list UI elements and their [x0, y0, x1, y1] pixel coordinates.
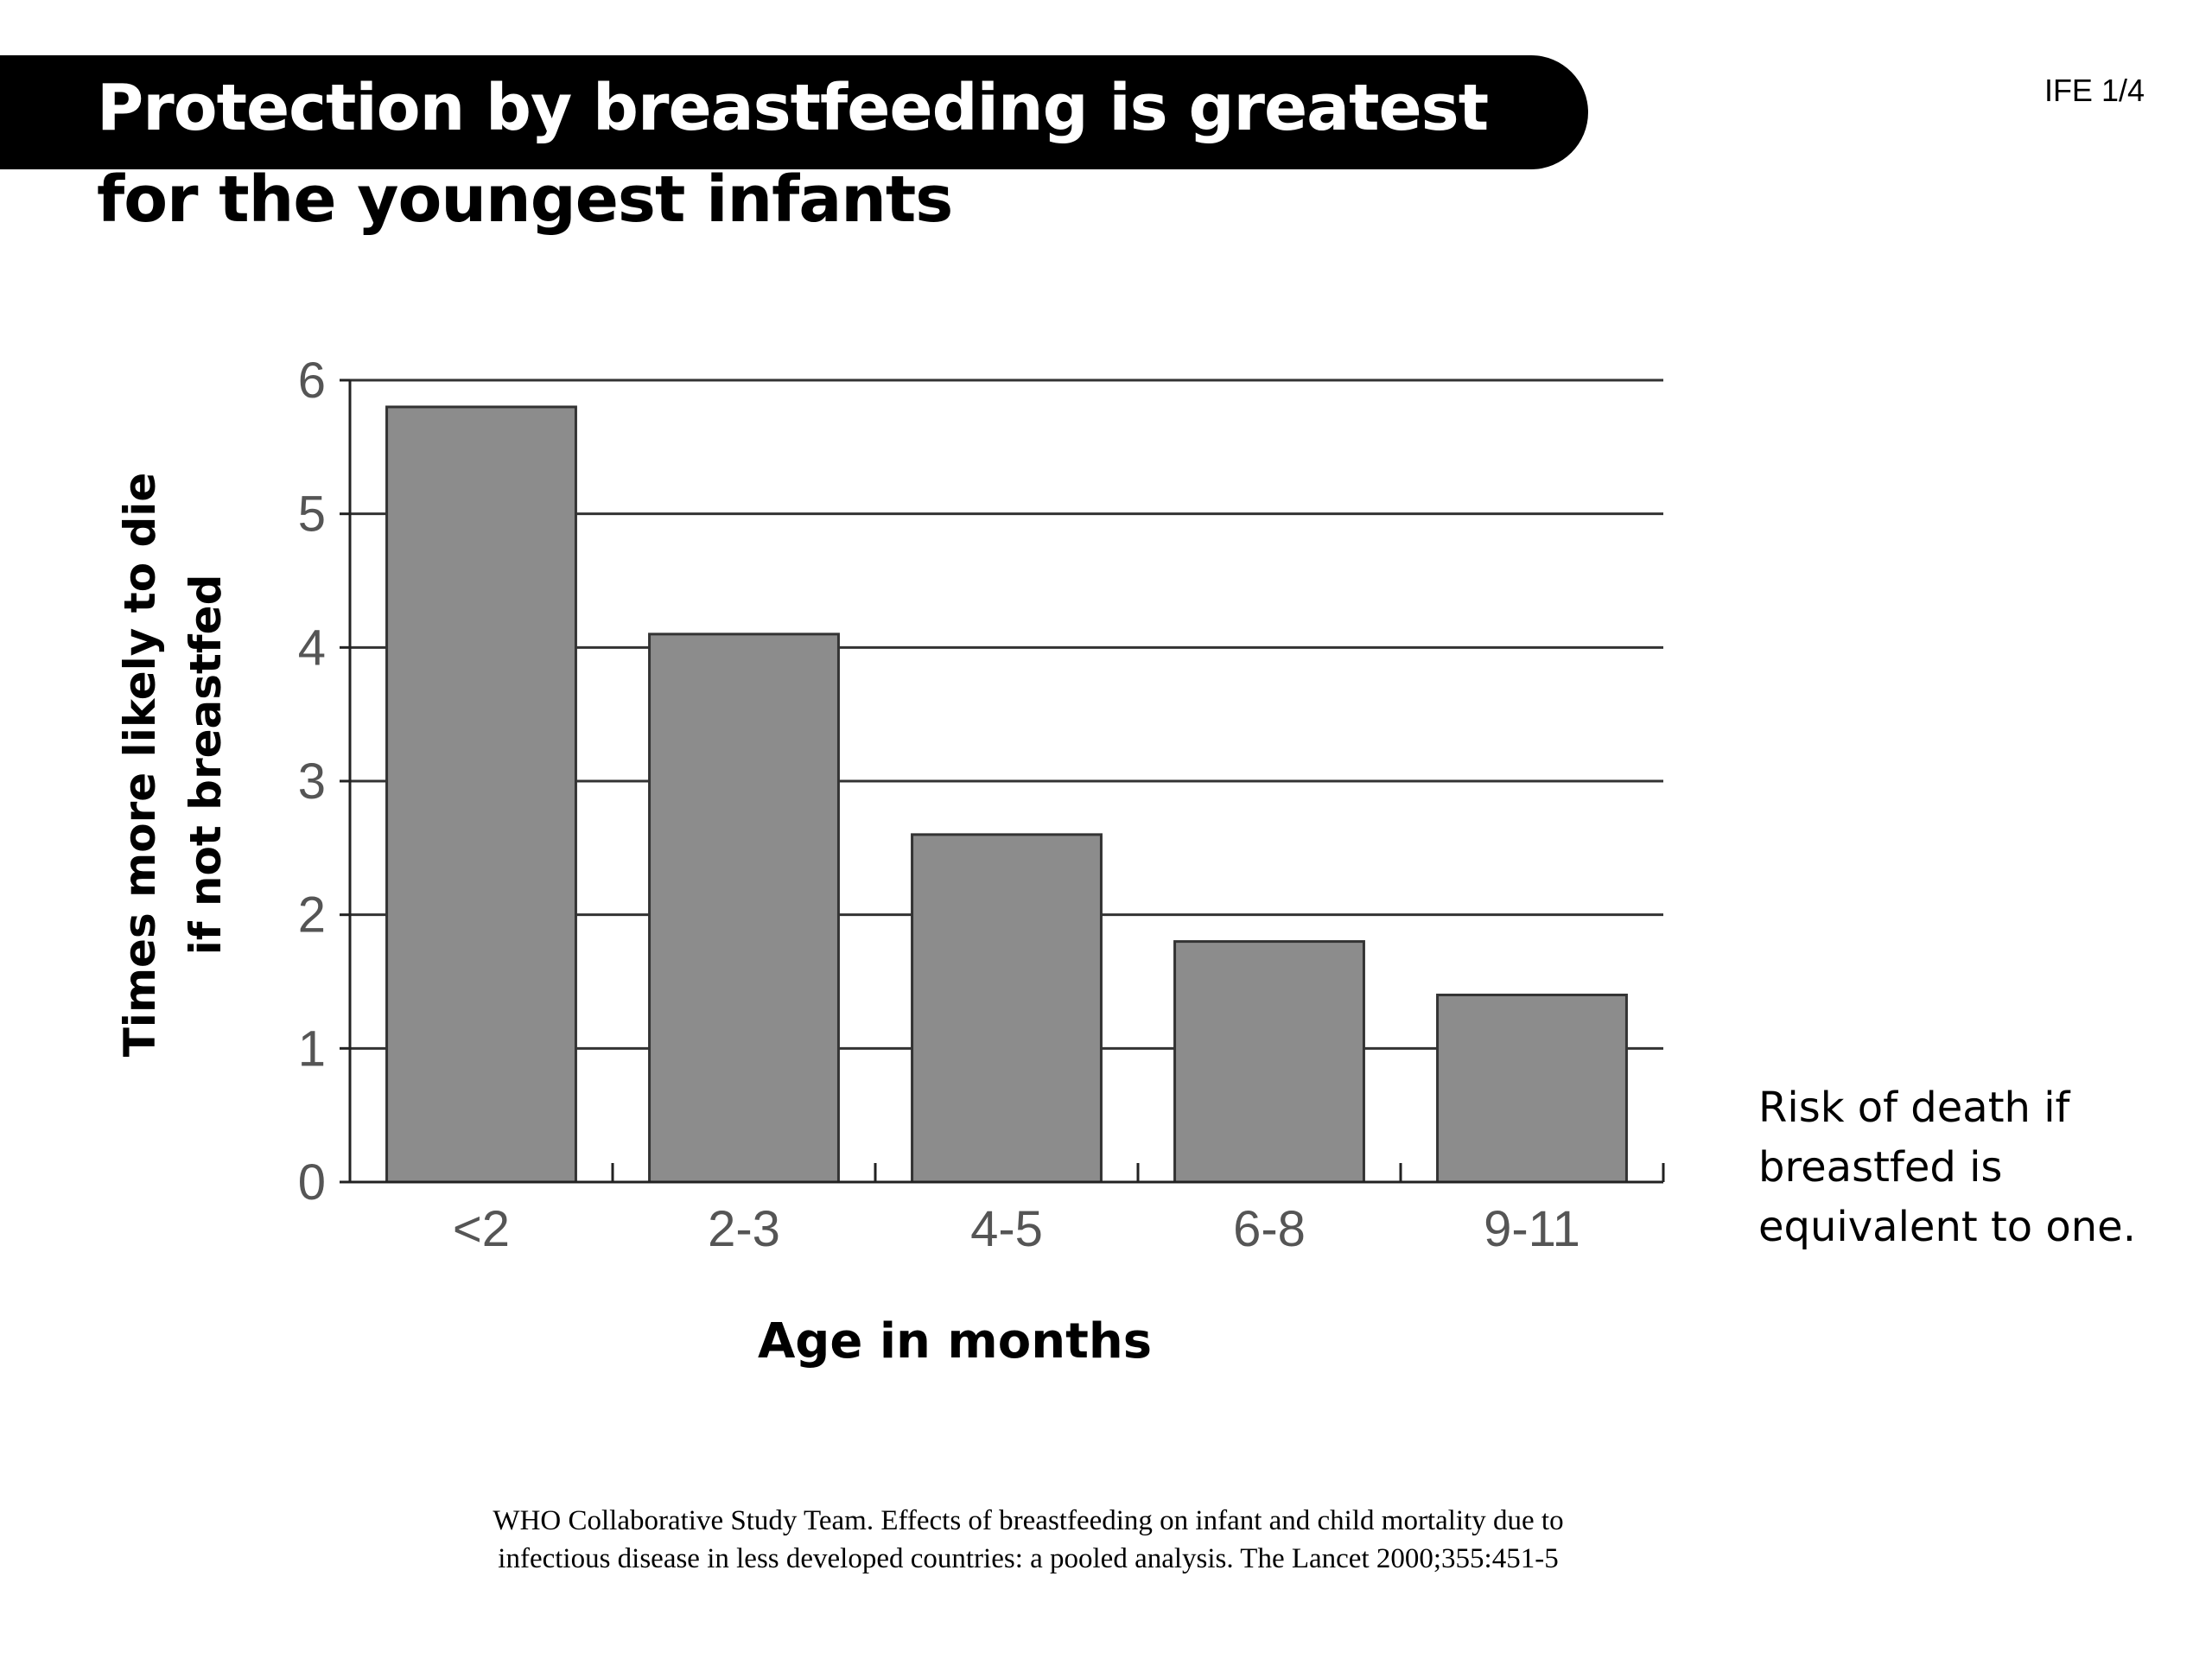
x-tick-labels: <2 2-3 4-5 6-8 9-11: [453, 1201, 1580, 1257]
bar: [648, 632, 840, 1184]
citation: WHO Collaborative Study Team. Effects of…: [294, 1502, 1763, 1578]
x-tick-label: 2-3: [708, 1201, 780, 1257]
y-tick-label: 2: [298, 887, 326, 944]
y-tick-labels: 0 1 2 3 4 5 6: [298, 353, 326, 1211]
y-tick-label: 4: [298, 620, 326, 676]
y-tick-label: 3: [298, 753, 326, 810]
x-tick-label: 9-11: [1484, 1201, 1580, 1257]
y-axis-label-line-1: Times more likely to die: [115, 472, 165, 1058]
bar: [911, 833, 1103, 1184]
x-tick-label: 6-8: [1233, 1201, 1306, 1257]
citation-line-2: infectious disease in less developed cou…: [498, 1543, 1559, 1574]
slide-title-line-2: for the youngest infants: [97, 162, 953, 237]
bars: [385, 405, 1628, 1184]
bar: [385, 405, 577, 1184]
axes: [340, 378, 1665, 1184]
x-tick-label: <2: [453, 1201, 510, 1257]
bar: [1436, 993, 1628, 1184]
slide-title-line-1: Protection by breastfeeding is greatest: [97, 71, 1489, 145]
slide-tag: IFE 1/4: [2044, 73, 2145, 108]
y-tick-label: 5: [298, 486, 326, 543]
y-tick-label: 0: [298, 1154, 326, 1211]
bar: [1173, 940, 1365, 1184]
y-tick-label: 6: [298, 353, 326, 409]
x-tick-label: 4-5: [970, 1201, 1043, 1257]
citation-line-1: WHO Collaborative Study Team. Effects of…: [493, 1505, 1564, 1536]
risk-note: Risk of death if breastfed is equivalent…: [1758, 1084, 2136, 1251]
y-axis-label-line-2: if not breastfed: [181, 574, 231, 956]
x-axis-label: Age in months: [757, 1313, 1153, 1370]
y-tick-label: 1: [298, 1020, 326, 1077]
title-banner: [0, 55, 1588, 169]
